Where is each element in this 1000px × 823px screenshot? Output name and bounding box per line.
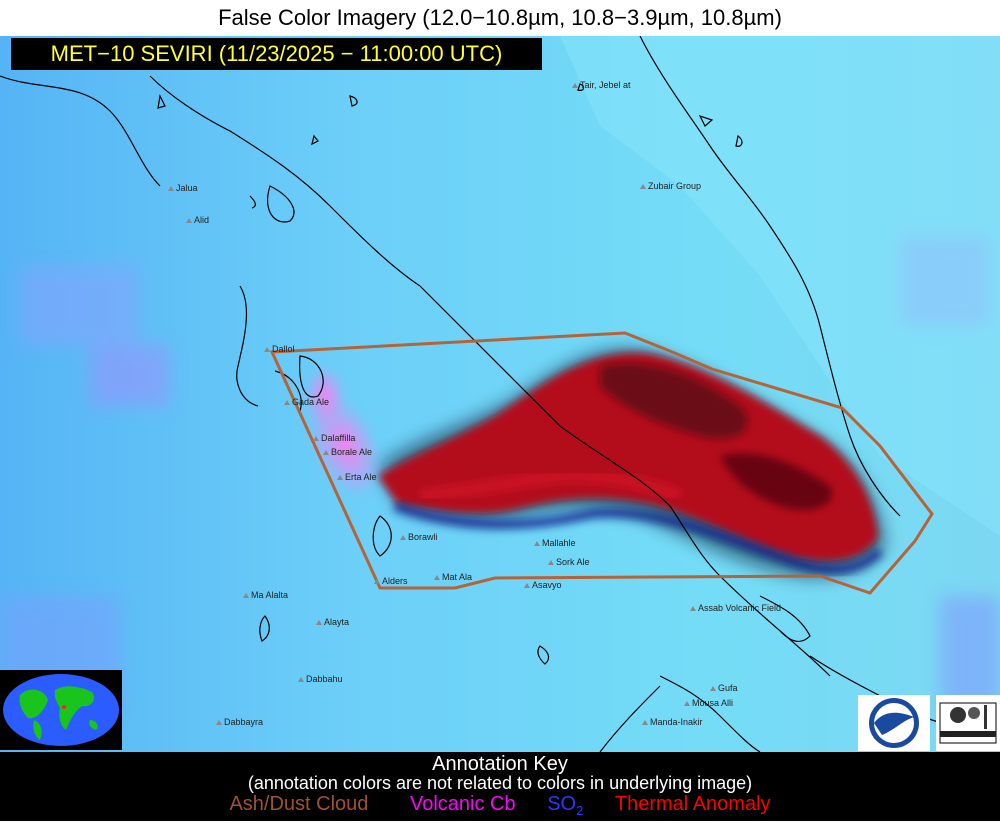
volcano-label: Mousa Alli <box>684 698 733 708</box>
legend-so2: SO2 <box>547 793 584 818</box>
land-area <box>560 36 1000 536</box>
triangle-icon <box>642 720 648 726</box>
volcano-label: Alid <box>186 215 209 225</box>
volcano-label: Tair, Jebel at <box>572 80 631 90</box>
image-title: False Color Imagery (12.0−10.8µm, 10.8−3… <box>0 0 1000 36</box>
annotation-key-title: Annotation Key <box>432 753 568 775</box>
globe-inset <box>0 670 122 750</box>
annotation-key-legend: Ash/Dust Cloud Volcanic Cb SO2 Thermal A… <box>0 792 1000 823</box>
triangle-icon <box>374 579 380 585</box>
triangle-icon <box>690 606 696 612</box>
triangle-icon <box>298 677 304 683</box>
legend-ash-dust: Ash/Dust Cloud <box>229 793 369 815</box>
ash-cloud-outline <box>269 331 934 595</box>
cimss-logo <box>936 695 1000 751</box>
volcano-label: Dabbahu <box>298 674 343 684</box>
volcano-label: Manda-Inakir <box>642 717 703 727</box>
volcano-label: Dalaffilla <box>313 433 355 443</box>
triangle-icon <box>534 541 540 547</box>
volcano-label: Sork Ale <box>548 557 590 567</box>
annotation-key: Annotation Key (annotation colors are no… <box>0 752 1000 821</box>
legend-volcanic-cb: Volcanic Cb <box>410 793 516 815</box>
triangle-icon <box>684 701 690 707</box>
volcano-label: Jalua <box>168 183 198 193</box>
volcano-label: Ma Alalta <box>243 590 288 600</box>
satellite-image <box>0 36 1000 752</box>
volcano-label: Borawli <box>400 532 438 542</box>
volcano-label: Dabbayra <box>216 717 263 727</box>
volcano-label: Asavyo <box>524 580 562 590</box>
triangle-icon <box>710 686 716 692</box>
triangle-icon <box>548 560 554 566</box>
triangle-icon <box>243 593 249 599</box>
volcano-label: Gufa <box>710 683 738 693</box>
ash-plume <box>378 349 885 577</box>
triangle-icon <box>216 720 222 726</box>
volcano-label: Borale Ale <box>323 447 372 457</box>
annotation-key-subtitle: (annotation colors are not related to co… <box>247 773 753 793</box>
volcano-label: Zubair Group <box>640 181 701 191</box>
volcano-label: Alders <box>374 576 408 586</box>
triangle-icon <box>323 450 329 456</box>
triangle-icon <box>572 83 578 89</box>
triangle-icon <box>640 184 646 190</box>
triangle-icon <box>186 218 192 224</box>
triangle-icon <box>264 347 270 353</box>
volcano-label: Assab Volcanic Field <box>690 603 781 613</box>
triangle-icon <box>313 436 319 442</box>
triangle-icon <box>284 400 290 406</box>
volcano-label: Gada Ale <box>284 397 329 407</box>
volcano-label: Mallahle <box>534 538 576 548</box>
triangle-icon <box>400 535 406 541</box>
volcano-label: Erta Ale <box>337 472 377 482</box>
triangle-icon <box>524 583 530 589</box>
volcano-label: Dallol <box>264 344 295 354</box>
triangle-icon <box>316 620 322 626</box>
legend-thermal-anomaly: Thermal Anomaly <box>614 793 771 815</box>
volcano-label: Mat Ala <box>434 572 472 582</box>
volcano-label: Alayta <box>316 617 349 627</box>
satellite-label: MET−10 SEVIRI (11/23/2025 − 11:00:00 UTC… <box>11 38 542 70</box>
triangle-icon <box>434 575 440 581</box>
triangle-icon <box>337 475 343 481</box>
so2-fringe <box>393 501 884 575</box>
noaa-logo <box>858 695 930 751</box>
coastlines <box>0 36 1000 752</box>
triangle-icon <box>168 186 174 192</box>
